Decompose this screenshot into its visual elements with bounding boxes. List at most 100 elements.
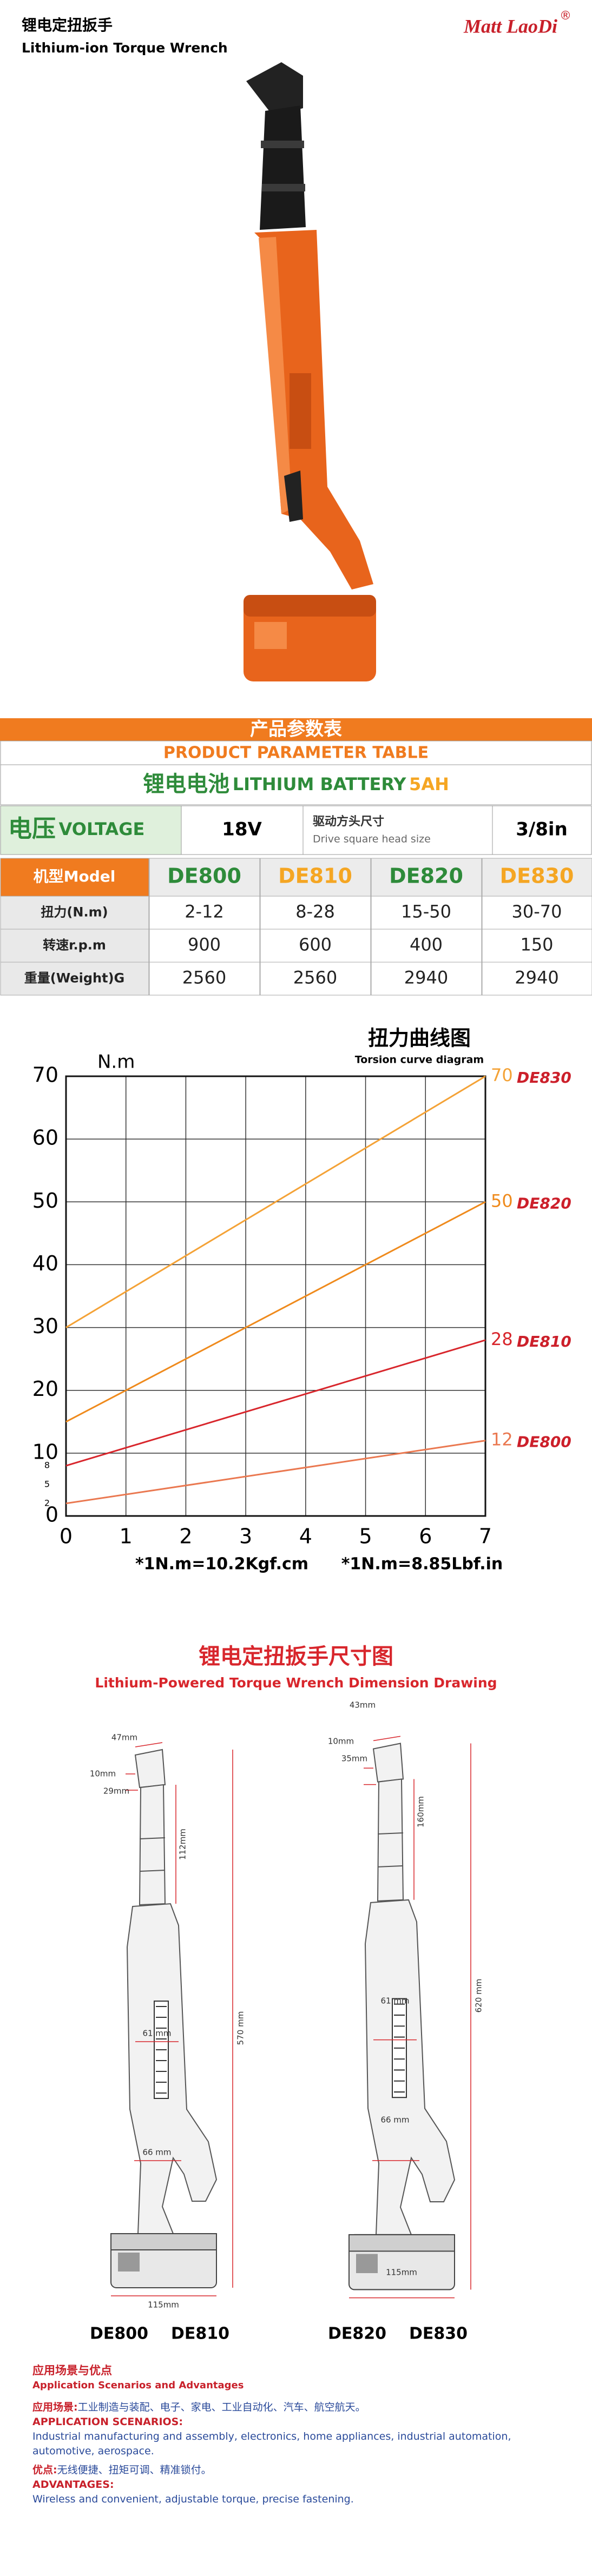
table-cell [149, 929, 260, 963]
column-header: 机型Model [34, 868, 116, 885]
table-cell [260, 929, 371, 963]
text: 无线便捷、扭矩可调、精准锁付。 [57, 2464, 212, 2476]
advantages-en-label: ADVANTAGES: [32, 2479, 114, 2491]
cell-value: 8-28 [295, 902, 335, 922]
chart-title: 扭力曲线图 [368, 1027, 471, 1050]
series-name: DE830 [517, 1069, 571, 1087]
table-cell [260, 962, 371, 996]
scenarios-cn-line: 应用场景:工业制造与装配、电子、家电、工业自动化、汽车、航空航天。 [32, 2400, 552, 2415]
column-header: DE810 [278, 864, 352, 888]
small-label: 5 [44, 1479, 50, 1489]
cell-value: 900 [188, 935, 221, 955]
model-label: DE830 [409, 2325, 468, 2343]
table-cell [0, 929, 149, 963]
brand-mark: ® [560, 9, 571, 23]
dimension-label: 160mm [416, 1796, 426, 1827]
y-tick-label: 60 [32, 1126, 58, 1150]
dimension-title-cn: 锂电定扭扳手尺寸图 [199, 1644, 393, 1669]
y-tick-label: 30 [32, 1314, 58, 1338]
voltage-label: 电压 VOLTAGE [8, 815, 144, 843]
column-header: DE820 [389, 864, 463, 888]
header-cell [260, 858, 371, 897]
end-value-label: 12 [491, 1429, 513, 1450]
battery-en: LITHIUM BATTERY [233, 774, 407, 794]
cell-value: 2560 [182, 968, 226, 988]
label: 应用场景: [32, 2401, 78, 2413]
cell-value: 2940 [515, 968, 558, 988]
header-cell [371, 858, 482, 897]
x-tick-label: 2 [179, 1525, 192, 1548]
table-cell [0, 896, 149, 930]
title-cn: 锂电定扭扳手 [22, 16, 113, 34]
drive-cell [302, 805, 493, 855]
series-name: DE800 [517, 1433, 571, 1451]
label: 优点: [32, 2464, 57, 2476]
x-tick-label: 7 [479, 1525, 492, 1548]
model-label: DE820 [328, 2325, 386, 2343]
voltage-cn: 电压 [8, 815, 56, 843]
row-header: 扭力(N.m) [41, 905, 108, 920]
dimension-label: 115mm [148, 2300, 179, 2310]
column-header: DE800 [167, 864, 241, 888]
table-cell [149, 962, 260, 996]
brand: Matt LaoDi [463, 15, 557, 37]
row-header: 转速r.p.m [43, 938, 106, 953]
table-cell [482, 929, 592, 963]
voltage-en: VOLTAGE [59, 819, 145, 839]
drive-value: 3/8in [516, 819, 568, 840]
product-image [244, 62, 376, 681]
battery-cn: 锂电电池 [143, 772, 229, 797]
table-cell [0, 962, 149, 996]
x-tick-label: 4 [299, 1525, 312, 1548]
battery-line: 锂电电池 LITHIUM BATTERY 5AH [143, 772, 449, 797]
table-cell [482, 962, 592, 996]
series-name: DE810 [517, 1333, 571, 1350]
y-tick-label: 0 [45, 1503, 58, 1527]
note: *1N.m=10.2Kgf.cm [135, 1555, 308, 1574]
model-label: DE800 [90, 2325, 148, 2343]
advantages-cn-line: 优点:无线便捷、扭矩可调、精准锁付。 [32, 2463, 552, 2478]
cell-value: 2940 [404, 968, 448, 988]
end-value-label: 28 [491, 1329, 513, 1349]
series-name: DE820 [517, 1194, 571, 1212]
battery-capacity: 5AH [409, 774, 449, 794]
x-tick-label: 1 [120, 1525, 133, 1548]
dimension-label: 10mm [90, 1769, 116, 1779]
scenarios-en: Industrial manufacturing and assembly, e… [32, 2431, 511, 2457]
scenarios-en-label: APPLICATION SCENARIOS: [32, 2416, 183, 2428]
table-cell [371, 896, 482, 930]
dimension-label: 61 mm [142, 2029, 171, 2038]
dimension-label: 570 mm [236, 2011, 246, 2045]
dimension-label: 43mm [350, 1700, 376, 1710]
table-cell [371, 962, 482, 996]
row-header: 重量(Weight)G [24, 971, 125, 986]
dimension-label: 620 mm [474, 1979, 484, 2013]
battery-row [0, 764, 592, 805]
series-line [65, 1075, 486, 1328]
dimension-title-en: Lithium-Powered Torque Wrench Dimension … [95, 1675, 497, 1691]
wrench-drawing-left [110, 1742, 233, 2296]
y-tick-label: 40 [32, 1251, 58, 1275]
small-label: 2 [44, 1498, 50, 1508]
table-cell [149, 896, 260, 930]
applications: 应用场景与优点 Application Scenarios and Advant… [32, 2363, 552, 2507]
table-title-en: PRODUCT PARAMETER TABLE [163, 744, 429, 763]
cell-value: 600 [299, 935, 332, 955]
y-tick-label: 70 [32, 1063, 58, 1087]
table-title-bar [0, 718, 592, 741]
model-label: DE810 [171, 2325, 229, 2343]
title-en: Lithium-ion Torque Wrench [22, 40, 228, 56]
cell-value: 150 [520, 935, 553, 955]
voltage-value-cell [181, 805, 304, 855]
dimension-label: 66 mm [142, 2148, 171, 2157]
dimension-label: 66 mm [380, 2115, 409, 2125]
apps-title-en: Application Scenarios and Advantages [32, 2380, 244, 2391]
dimension-label: 35mm [341, 1754, 367, 1764]
column-header: DE830 [500, 864, 574, 888]
cell-value: 15-50 [401, 902, 451, 922]
table-cell [260, 896, 371, 930]
x-tick-label: 3 [239, 1525, 252, 1548]
wrench-drawing-right [348, 1736, 472, 2299]
x-tick-label: 6 [419, 1525, 432, 1548]
